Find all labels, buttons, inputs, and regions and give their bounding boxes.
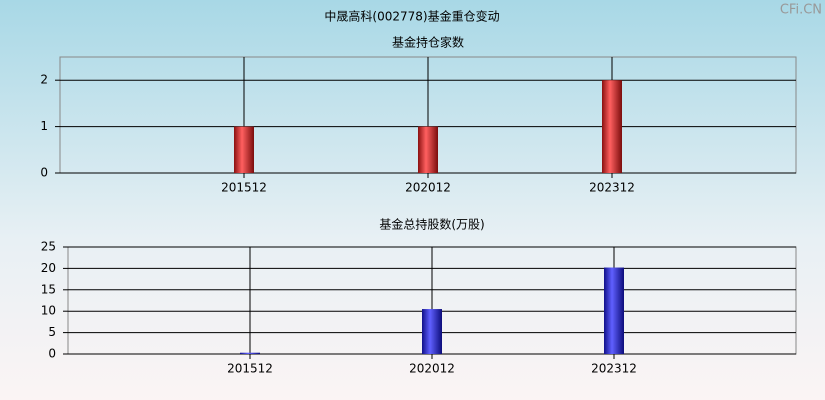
bar bbox=[422, 309, 442, 354]
chart-title: 基金总持股数(万股) bbox=[379, 217, 484, 232]
y-tick-label: 25 bbox=[41, 240, 56, 254]
y-tick-label: 10 bbox=[41, 304, 56, 318]
x-tick-label: 202012 bbox=[409, 362, 455, 376]
y-tick-label: 1 bbox=[40, 119, 48, 133]
y-tick-label: 0 bbox=[48, 347, 56, 361]
watermark: CFi.CN bbox=[780, 3, 822, 18]
y-tick-label: 20 bbox=[41, 261, 56, 275]
x-tick-label: 202312 bbox=[589, 181, 635, 195]
x-tick-label: 202312 bbox=[591, 362, 637, 376]
chart-title: 基金持仓家数 bbox=[392, 35, 464, 50]
bar bbox=[418, 126, 438, 173]
y-tick-label: 2 bbox=[40, 73, 48, 87]
bar bbox=[234, 126, 254, 173]
y-tick-label: 0 bbox=[40, 166, 48, 180]
bar bbox=[240, 352, 260, 354]
y-tick-label: 5 bbox=[48, 325, 56, 339]
x-tick-label: 202012 bbox=[405, 181, 451, 195]
y-tick-label: 15 bbox=[41, 282, 56, 296]
x-tick-label: 201512 bbox=[221, 181, 267, 195]
bar bbox=[602, 80, 622, 173]
page-title: 中晟高科(002778)基金重仓变动 bbox=[324, 9, 499, 24]
bar bbox=[604, 267, 624, 354]
x-tick-label: 201512 bbox=[227, 362, 273, 376]
